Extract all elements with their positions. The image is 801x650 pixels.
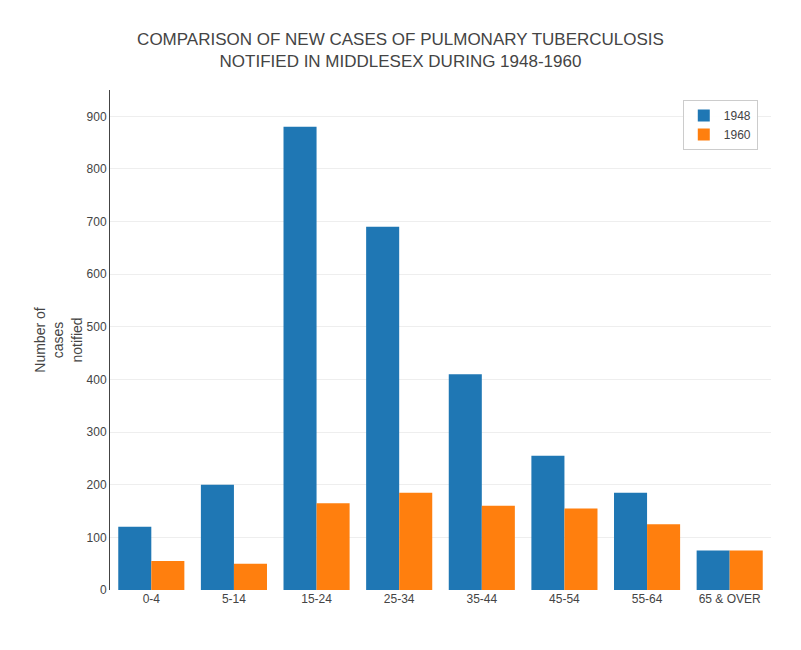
svg-text:700: 700 <box>87 215 107 229</box>
svg-text:Number ofcasesnotified: Number ofcasesnotified <box>32 307 84 372</box>
svg-text:1960: 1960 <box>724 128 751 142</box>
svg-text:25-34: 25-34 <box>384 592 415 606</box>
svg-text:500: 500 <box>87 320 107 334</box>
svg-text:100: 100 <box>87 531 107 545</box>
svg-text:400: 400 <box>87 373 107 387</box>
svg-text:65 & OVER: 65 & OVER <box>699 592 761 606</box>
svg-text:35-44: 35-44 <box>466 592 497 606</box>
svg-text:COMPARISON OF NEW CASES OF PUL: COMPARISON OF NEW CASES OF PULMONARY TUB… <box>137 30 664 71</box>
svg-text:200: 200 <box>87 478 107 492</box>
svg-text:45-54: 45-54 <box>549 592 580 606</box>
svg-text:15-24: 15-24 <box>301 592 332 606</box>
svg-text:5-14: 5-14 <box>222 592 246 606</box>
svg-text:900: 900 <box>87 110 107 124</box>
svg-text:300: 300 <box>87 425 107 439</box>
svg-text:0-4: 0-4 <box>143 592 161 606</box>
svg-text:0: 0 <box>100 583 107 597</box>
svg-text:600: 600 <box>87 267 107 281</box>
svg-text:55-64: 55-64 <box>632 592 663 606</box>
svg-text:800: 800 <box>87 162 107 176</box>
svg-text:1948: 1948 <box>724 109 751 123</box>
